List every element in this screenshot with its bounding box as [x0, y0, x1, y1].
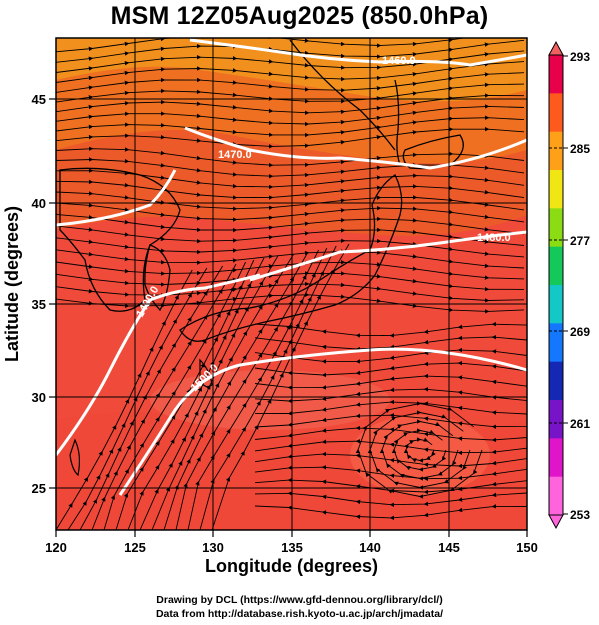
x-tick-labels: 120 125 130 135 140 145 150: [45, 540, 538, 555]
contour-1490: [56, 273, 261, 456]
colorbar-label: 277: [570, 234, 590, 248]
streamline: [254, 504, 527, 521]
streamline: [254, 334, 527, 352]
x-tick-label: 150: [516, 540, 538, 555]
colorbar-segment: [549, 55, 563, 94]
colorbar-label: 269: [570, 325, 590, 339]
colorbar-label: 261: [570, 417, 590, 431]
colorbar-segment: [549, 93, 563, 133]
x-tick-label: 135: [281, 540, 303, 555]
x-tick-label: 120: [45, 540, 67, 555]
y-tick-label: 45: [32, 92, 46, 107]
weather-map: 1460.0 1470.0 1480.0 1490.0 1500.0: [2, 37, 590, 555]
contour-1500: [118, 347, 527, 496]
streamline: [254, 321, 527, 338]
contour-1470: [184, 126, 527, 170]
colorbar-label: 285: [570, 142, 590, 156]
colorbar: 293 285 277 269 261 253: [548, 40, 590, 530]
footer-credit-data: Data from http://database.rish.kyoto-u.a…: [155, 608, 444, 620]
contour-1480: [56, 169, 527, 282]
contour-1460: [189, 38, 527, 67]
colorbar-segment: [549, 476, 563, 516]
colorbar-ticks: [549, 55, 568, 515]
map-title: MSM 12Z05Aug2025 (850.0hPa): [110, 2, 489, 30]
streamline: [56, 126, 525, 152]
colorbar-segment: [549, 361, 563, 401]
colorbar-segment: [549, 323, 563, 363]
y-tick-label: 25: [32, 481, 46, 496]
colorbar-frame: [548, 54, 564, 516]
streamline: [211, 243, 350, 530]
colorbar-segment: [549, 170, 563, 209]
colorbar-segment: [549, 246, 563, 286]
contour-label-1480: 1480.0: [477, 232, 511, 244]
y-tick-labels: 45 40 35 30 25: [32, 92, 46, 496]
colorbar-segment: [549, 131, 563, 171]
colorbar-label: 253: [570, 508, 590, 522]
x-tick-label: 125: [124, 540, 146, 555]
y-axis-label: Latitude (degrees): [2, 206, 22, 362]
x-axis-label: Longitude (degrees): [204, 556, 378, 576]
colorbar-label: 293: [570, 50, 590, 64]
colorbar-bottom-arrow: [548, 514, 564, 530]
y-tick-label: 30: [32, 390, 46, 405]
contour-label-1470: 1470.0: [218, 149, 252, 161]
x-tick-label: 140: [359, 540, 381, 555]
colorbar-segments: [549, 55, 563, 516]
x-tick-label: 145: [438, 540, 460, 555]
gridlines: [56, 38, 527, 530]
y-tick-label: 40: [32, 196, 46, 211]
colorbar-labels: 293 285 277 269 261 253: [570, 50, 590, 522]
contour-label-1460: 1460.0: [382, 55, 416, 67]
colorbar-top-arrow: [548, 40, 564, 56]
colorbar-segment: [549, 208, 563, 248]
streamline: [254, 347, 527, 364]
streamline: [355, 401, 483, 499]
height-contours: [56, 38, 527, 496]
footer-credit-drawing: Drawing by DCL (https://www.gfd-dennou.o…: [156, 594, 443, 606]
axis-ticks: [49, 98, 528, 537]
colorbar-segment: [549, 400, 563, 439]
colorbar-segment: [549, 438, 563, 478]
colorbar-segment: [549, 285, 563, 324]
streamline: [56, 236, 525, 258]
x-tick-label: 130: [202, 540, 224, 555]
y-tick-label: 35: [32, 297, 46, 312]
